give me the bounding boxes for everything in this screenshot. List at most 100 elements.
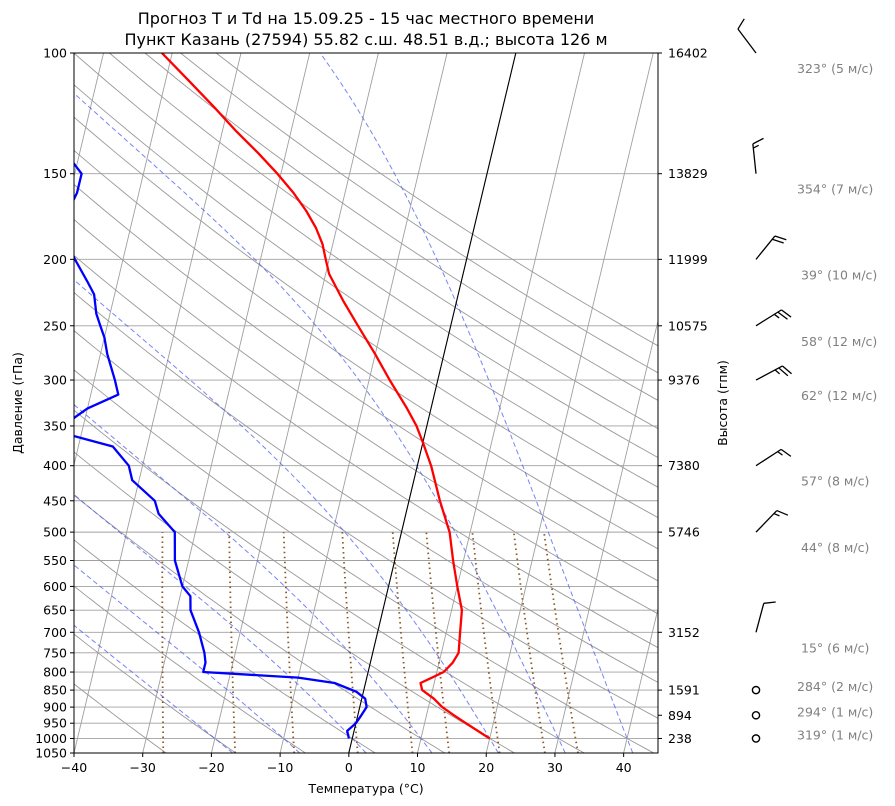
isotherm-line [142, 53, 311, 753]
y-tick-label: 800 [43, 665, 67, 680]
barb-feather [772, 238, 784, 244]
dry-adiabat [74, 330, 658, 719]
y-tick-label: 900 [43, 700, 67, 715]
wind-label: 319° (1 м/с) [797, 727, 873, 742]
moist-adiabat [74, 564, 301, 753]
dry-adiabat [74, 53, 658, 459]
x-tick-label: 0 [345, 760, 353, 775]
x-tick-label: 40 [616, 760, 632, 775]
x-tick-label: −20 [198, 760, 224, 775]
y-tick-label: 400 [43, 458, 67, 473]
calm-circle [751, 710, 761, 720]
moist-adiabat [74, 92, 566, 753]
dry-adiabat [74, 369, 655, 753]
wind-label: 58° (12 м/с) [801, 334, 877, 349]
y-tick-label: 950 [43, 716, 67, 731]
mixing-ratio-line [425, 532, 451, 753]
barb-staff [752, 143, 757, 174]
wind-barb: 15° (6 м/с) [755, 601, 869, 655]
y-tick-label: 1000 [35, 731, 67, 746]
dry-adiabat [109, 53, 658, 430]
dry-adiabat [74, 633, 237, 753]
dry-adiabat [74, 149, 658, 550]
barb-staff [755, 603, 765, 633]
chart-title: Прогноз T и Td на 15.09.25 - 15 час мест… [138, 9, 594, 28]
y-tick-label: 700 [43, 625, 67, 640]
dewpoint-profile [74, 161, 368, 739]
moist-adiabat [319, 53, 634, 753]
mixing-ratio-line [471, 532, 501, 753]
plot-frame [73, 52, 659, 754]
wind-barb: 62° (12 м/с) [755, 365, 877, 403]
height-tick-label: 1591 [668, 683, 700, 698]
isotherm-line [210, 53, 379, 753]
moist-adiabat [74, 624, 234, 753]
isotherm-line [74, 53, 173, 467]
dry-adiabat [74, 539, 376, 753]
isotherm-line [623, 606, 658, 753]
isotherm-line [485, 53, 654, 753]
y-tick-label: 850 [43, 683, 67, 698]
wind-label: 354° (7 м/с) [797, 182, 873, 197]
wind-label: 39° (10 м/с) [801, 267, 877, 282]
wind-barb: 44° (8 м/с) [755, 509, 869, 555]
y-tick-label: 600 [43, 579, 67, 594]
height-axis-label: Высота (гпм) [715, 360, 730, 446]
dry-adiabat [74, 183, 658, 582]
barb-feather [776, 509, 789, 516]
wind-label: 57° (8 м/с) [801, 474, 869, 489]
height-tick-label: 16402 [668, 46, 708, 61]
y-tick-label: 650 [43, 603, 67, 618]
wind-label: 284° (2 м/с) [797, 679, 873, 694]
dry-adiabat [74, 683, 167, 753]
y-tick-label: 200 [43, 252, 67, 267]
y-tick-label: 150 [43, 166, 67, 181]
height-tick-label: 894 [668, 708, 692, 723]
wind-label: 62° (12 м/с) [801, 388, 877, 403]
y-tick-label: 550 [43, 553, 67, 568]
y-tick-label: 450 [43, 493, 67, 508]
y-tick-label: 100 [43, 46, 67, 61]
x-tick-label: 20 [478, 760, 494, 775]
wind-label: 44° (8 м/с) [801, 540, 869, 555]
height-tick-label: 238 [668, 731, 692, 746]
barb-feather [777, 311, 788, 320]
dry-adiabat [180, 53, 658, 374]
plot-area [74, 53, 658, 753]
wind-barb: 319° (1 м/с) [751, 727, 873, 743]
x-tick-label: −30 [130, 760, 156, 775]
barb-feather [777, 451, 783, 456]
barb-feather [774, 369, 781, 375]
mixing-ratio-line [512, 531, 546, 753]
calm-circle [751, 734, 761, 743]
height-tick-label: 10575 [668, 318, 708, 333]
dry-adiabat [74, 116, 658, 519]
isotherm-line [74, 53, 242, 753]
y-axis-label: Давление (гПа) [10, 352, 25, 454]
barb-feather [782, 365, 793, 375]
x-tick-label: 10 [410, 760, 426, 775]
height-tick-label: 3152 [668, 625, 700, 640]
height-tick-label: 7380 [668, 458, 700, 473]
dry-adiabat [74, 218, 658, 615]
height-tick-label: 5746 [668, 525, 700, 540]
moist-adiabat [74, 493, 367, 753]
barb-staff [755, 235, 776, 260]
calm-circle [751, 685, 761, 695]
moist-adiabat [74, 404, 433, 753]
dry-adiabat [215, 53, 658, 347]
zero-isotherm [348, 53, 517, 753]
x-tick-label: −40 [61, 760, 87, 775]
y-tick-label: 250 [43, 318, 67, 333]
wind-barb: 58° (12 м/с) [755, 309, 877, 349]
temperature-profile [161, 53, 491, 740]
barb-feather [773, 313, 780, 319]
barb-feather [753, 144, 759, 149]
y-tick-label: 350 [43, 418, 67, 433]
barb-feather [780, 448, 792, 457]
dry-adiabat [144, 53, 658, 401]
wind-barb: 57° (8 м/с) [755, 448, 869, 489]
height-tick-label: 11999 [668, 252, 708, 267]
barb-feather [752, 137, 764, 145]
